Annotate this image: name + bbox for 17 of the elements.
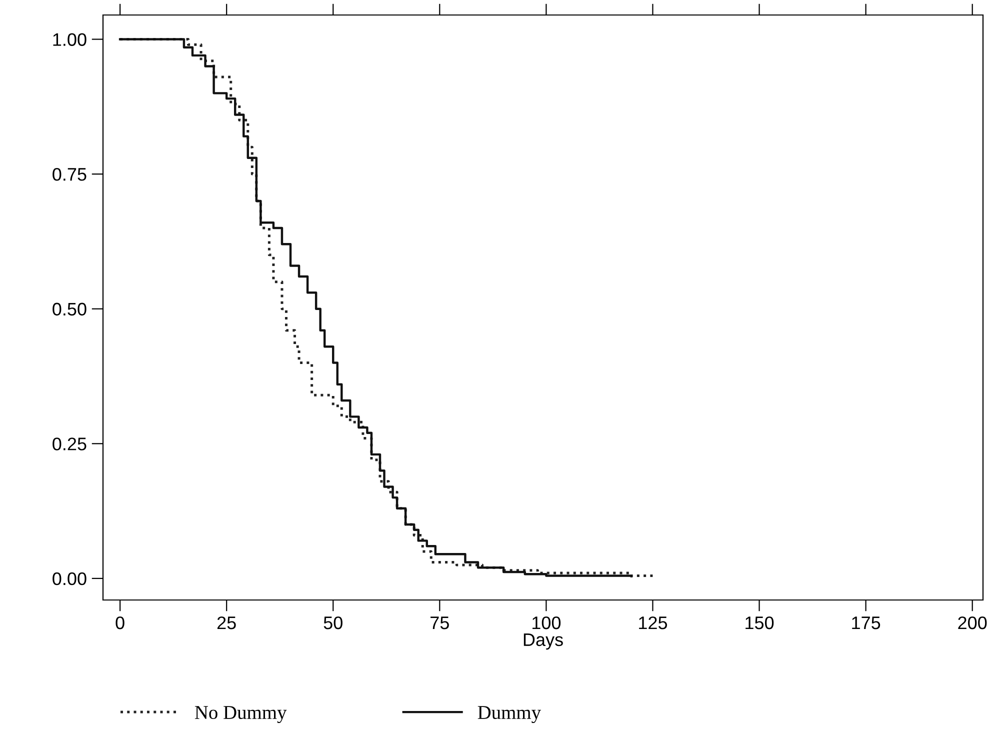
x-tick-label: 25 [217, 616, 236, 630]
x-tick-label: 175 [852, 616, 880, 630]
x-tick-label: 125 [639, 616, 668, 630]
y-tick-label: 0.50 [52, 302, 86, 316]
x-tick-label: 100 [532, 616, 561, 630]
y-tick-label: 0.00 [52, 572, 86, 586]
y-tick-label: 1.00 [53, 33, 86, 46]
y-tick-label: 0.75 [52, 168, 86, 181]
x-tick-label: 0 [116, 616, 124, 630]
x-tick-label: 75 [430, 616, 449, 630]
legend-label: Dummy [478, 706, 541, 724]
y-tick-label: 0.25 [52, 438, 86, 450]
x-tick-label: 200 [958, 616, 987, 630]
x-tick-label: 150 [746, 616, 774, 630]
legend-label: No Dummy [194, 706, 287, 724]
x-tick-label: 50 [324, 616, 342, 630]
x-axis-title: Days [524, 633, 563, 650]
